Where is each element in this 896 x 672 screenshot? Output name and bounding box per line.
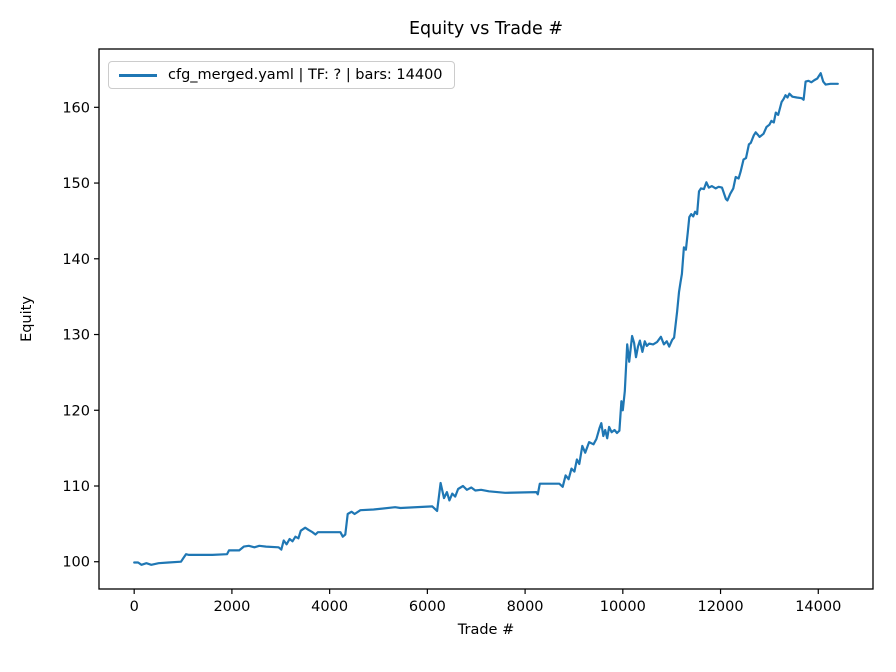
x-tick-label: 6000 bbox=[409, 599, 446, 615]
x-tick-label: 10000 bbox=[600, 599, 646, 615]
x-axis-label: Trade # bbox=[457, 622, 515, 638]
chart-title: Equity vs Trade # bbox=[408, 19, 564, 39]
y-tick-label: 130 bbox=[62, 328, 90, 344]
y-tick-label: 150 bbox=[62, 176, 90, 192]
x-tick-label: 4000 bbox=[311, 599, 348, 615]
y-tick-label: 140 bbox=[62, 252, 90, 268]
legend-line-sample bbox=[119, 73, 157, 77]
y-tick-label: 110 bbox=[62, 479, 90, 495]
x-tick-label: 0 bbox=[130, 599, 139, 615]
y-tick-label: 120 bbox=[62, 403, 90, 419]
x-tick-label: 12000 bbox=[697, 599, 743, 615]
axes-spines bbox=[98, 48, 874, 590]
x-tick-label: 2000 bbox=[213, 599, 250, 615]
y-tick-label: 160 bbox=[62, 100, 90, 116]
y-tick-label: 100 bbox=[62, 555, 90, 571]
legend-label: cfg_merged.yaml | TF: ? | bars: 14400 bbox=[168, 67, 443, 83]
x-tick-label: 8000 bbox=[507, 599, 544, 615]
x-tick-label: 14000 bbox=[795, 599, 841, 615]
y-axis-label: Equity bbox=[19, 296, 35, 342]
equity-curve bbox=[133, 72, 839, 566]
legend: cfg_merged.yaml | TF: ? | bars: 14400 bbox=[108, 61, 455, 89]
